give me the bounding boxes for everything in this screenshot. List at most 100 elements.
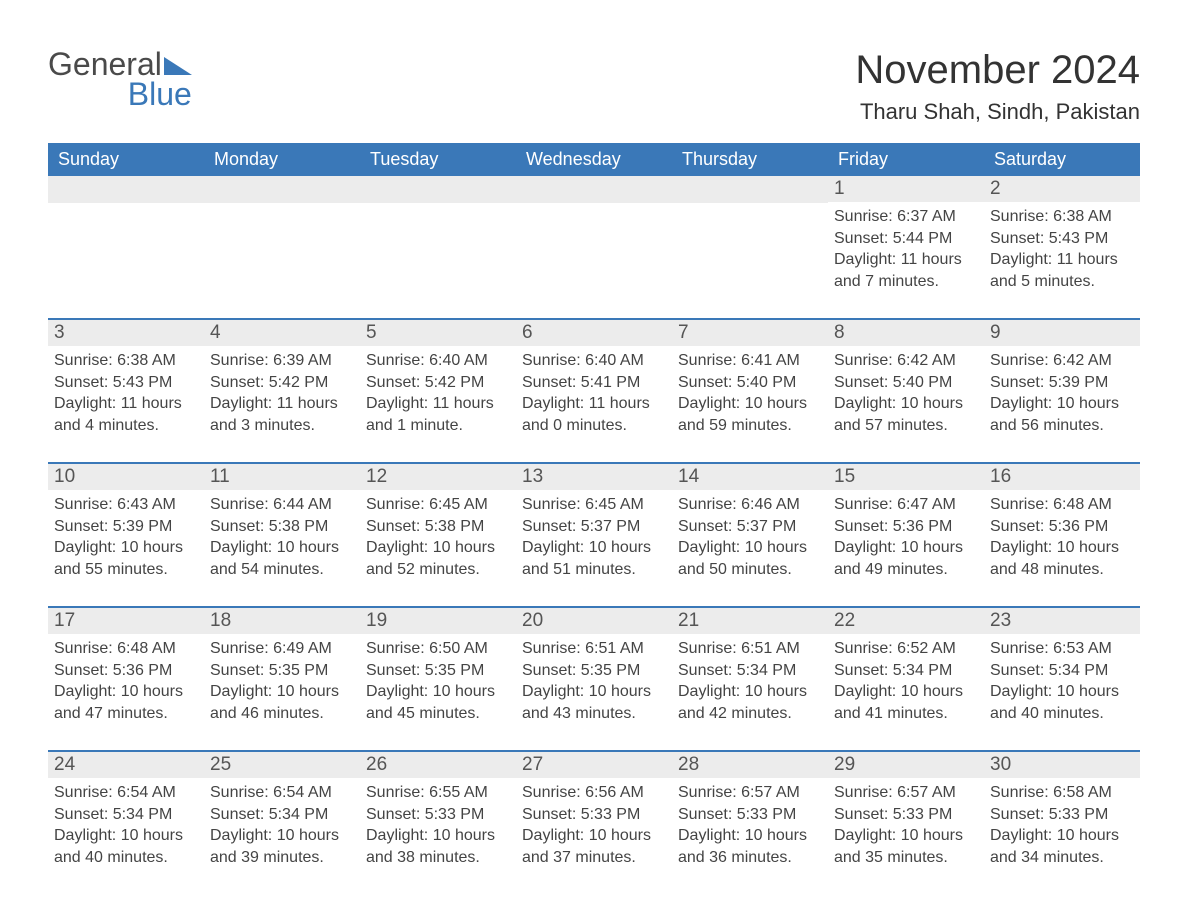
daylight-text: Daylight: 10 hours and 38 minutes. — [366, 825, 510, 868]
daylight-text: Daylight: 10 hours and 41 minutes. — [834, 681, 978, 724]
sunset-text: Sunset: 5:36 PM — [834, 516, 978, 538]
dow-header: Friday — [828, 143, 984, 176]
sunrise-text: Sunrise: 6:56 AM — [522, 782, 666, 804]
sunset-text: Sunset: 5:37 PM — [678, 516, 822, 538]
calendar-cell: 6 Sunrise: 6:40 AMSunset: 5:41 PMDaylight… — [516, 320, 672, 440]
sunset-text: Sunset: 5:34 PM — [54, 804, 198, 826]
calendar-cell: 19Sunrise: 6:50 AMSunset: 5:35 PMDayligh… — [360, 608, 516, 728]
calendar-cell: 23Sunrise: 6:53 AMSunset: 5:34 PMDayligh… — [984, 608, 1140, 728]
sunset-text: Sunset: 5:33 PM — [366, 804, 510, 826]
sunrise-text: Sunrise: 6:40 AM — [366, 350, 510, 372]
dow-header: Thursday — [672, 143, 828, 176]
daylight-text: Daylight: 10 hours and 45 minutes. — [366, 681, 510, 724]
title-block: November 2024 Tharu Shah, Sindh, Pakista… — [855, 48, 1140, 125]
day-number: 19 — [360, 608, 516, 634]
daylight-text: Daylight: 10 hours and 37 minutes. — [522, 825, 666, 868]
daylight-text: Daylight: 11 hours and 1 minute. — [366, 393, 510, 436]
sunset-text: Sunset: 5:34 PM — [834, 660, 978, 682]
day-number: 6 — [516, 320, 672, 346]
sunset-text: Sunset: 5:33 PM — [678, 804, 822, 826]
sunset-text: Sunset: 5:43 PM — [54, 372, 198, 394]
sunrise-text: Sunrise: 6:38 AM — [990, 206, 1134, 228]
day-info: Sunrise: 6:56 AMSunset: 5:33 PMDaylight:… — [522, 782, 666, 868]
calendar-cell: 5Sunrise: 6:40 AMSunset: 5:42 PMDaylight… — [360, 320, 516, 440]
daylight-text: Daylight: 10 hours and 46 minutes. — [210, 681, 354, 724]
day-number: 10 — [48, 464, 204, 490]
daylight-text: Daylight: 10 hours and 48 minutes. — [990, 537, 1134, 580]
page-header: General Blue November 2024 Tharu Shah, S… — [48, 48, 1140, 125]
dow-header: Wednesday — [516, 143, 672, 176]
calendar-cell: 25Sunrise: 6:54 AMSunset: 5:34 PMDayligh… — [204, 752, 360, 872]
day-number: 8 — [828, 320, 984, 346]
brand-logo: General Blue — [48, 48, 192, 110]
daylight-text: Daylight: 10 hours and 59 minutes. — [678, 393, 822, 436]
calendar-cell: 21Sunrise: 6:51 AMSunset: 5:34 PMDayligh… — [672, 608, 828, 728]
daylight-text: Daylight: 10 hours and 57 minutes. — [834, 393, 978, 436]
day-number — [516, 176, 672, 203]
day-info: Sunrise: 6:37 AMSunset: 5:44 PMDaylight:… — [834, 206, 978, 292]
sunset-text: Sunset: 5:41 PM — [522, 372, 666, 394]
calendar-cell: 1Sunrise: 6:37 AMSunset: 5:44 PMDaylight… — [828, 176, 984, 296]
sunset-text: Sunset: 5:42 PM — [366, 372, 510, 394]
day-number: 27 — [516, 752, 672, 778]
sunrise-text: Sunrise: 6:45 AM — [366, 494, 510, 516]
calendar-cell: 29Sunrise: 6:57 AMSunset: 5:33 PMDayligh… — [828, 752, 984, 872]
day-number: 7 — [672, 320, 828, 346]
day-number: 21 — [672, 608, 828, 634]
sunrise-text: Sunrise: 6:43 AM — [54, 494, 198, 516]
day-number: 15 — [828, 464, 984, 490]
sunrise-text: Sunrise: 6:40 AM — [522, 350, 666, 372]
calendar-cell: 16Sunrise: 6:48 AMSunset: 5:36 PMDayligh… — [984, 464, 1140, 584]
sunrise-text: Sunrise: 6:39 AM — [210, 350, 354, 372]
calendar-cell: 15 Sunrise: 6:47 AMSunset: 5:36 PMDayligh… — [828, 464, 984, 584]
sunset-text: Sunset: 5:36 PM — [54, 660, 198, 682]
sunset-text: Sunset: 5:37 PM — [522, 516, 666, 538]
day-info: Sunrise: 6:55 AMSunset: 5:33 PMDaylight:… — [366, 782, 510, 868]
sunrise-text: Sunrise: 6:51 AM — [678, 638, 822, 660]
day-info: Sunrise: 6:49 AMSunset: 5:35 PMDaylight:… — [210, 638, 354, 724]
day-info: Sunrise: 6:47 AMSunset: 5:36 PMDaylight:… — [834, 494, 978, 580]
day-info: Sunrise: 6:46 AMSunset: 5:37 PMDaylight:… — [678, 494, 822, 580]
sunrise-text: Sunrise: 6:48 AM — [54, 638, 198, 660]
sunrise-text: Sunrise: 6:45 AM — [522, 494, 666, 516]
daylight-text: Daylight: 10 hours and 52 minutes. — [366, 537, 510, 580]
calendar-cell: 20Sunrise: 6:51 AMSunset: 5:35 PMDayligh… — [516, 608, 672, 728]
day-info: Sunrise: 6:41 AMSunset: 5:40 PMDaylight:… — [678, 350, 822, 436]
calendar-cell: 22Sunrise: 6:52 AMSunset: 5:34 PMDayligh… — [828, 608, 984, 728]
day-info: Sunrise: 6:38 AMSunset: 5:43 PMDaylight:… — [54, 350, 198, 436]
dow-header: Monday — [204, 143, 360, 176]
calendar-cell: 14Sunrise: 6:46 AMSunset: 5:37 PMDayligh… — [672, 464, 828, 584]
sunset-text: Sunset: 5:43 PM — [990, 228, 1134, 250]
day-info: Sunrise: 6:52 AMSunset: 5:34 PMDaylight:… — [834, 638, 978, 724]
daylight-text: Daylight: 11 hours and 0 minutes. — [522, 393, 666, 436]
calendar-cell — [48, 176, 204, 296]
calendar-cell: 4Sunrise: 6:39 AMSunset: 5:42 PMDaylight… — [204, 320, 360, 440]
calendar-cell: 12Sunrise: 6:45 AMSunset: 5:38 PMDayligh… — [360, 464, 516, 584]
day-info: Sunrise: 6:42 AMSunset: 5:40 PMDaylight:… — [834, 350, 978, 436]
day-info: Sunrise: 6:51 AMSunset: 5:35 PMDaylight:… — [522, 638, 666, 724]
day-number: 28 — [672, 752, 828, 778]
daylight-text: Daylight: 10 hours and 54 minutes. — [210, 537, 354, 580]
sunset-text: Sunset: 5:36 PM — [990, 516, 1134, 538]
calendar-cell: 24Sunrise: 6:54 AMSunset: 5:34 PMDayligh… — [48, 752, 204, 872]
calendar-cell — [360, 176, 516, 296]
day-number: 24 — [48, 752, 204, 778]
day-number — [672, 176, 828, 203]
calendar-cell: 9Sunrise: 6:42 AMSunset: 5:39 PMDaylight… — [984, 320, 1140, 440]
day-number: 16 — [984, 464, 1140, 490]
sunrise-text: Sunrise: 6:41 AM — [678, 350, 822, 372]
sunrise-text: Sunrise: 6:52 AM — [834, 638, 978, 660]
daylight-text: Daylight: 11 hours and 5 minutes. — [990, 249, 1134, 292]
daylight-text: Daylight: 10 hours and 36 minutes. — [678, 825, 822, 868]
calendar-cell: 18Sunrise: 6:49 AMSunset: 5:35 PMDayligh… — [204, 608, 360, 728]
daylight-text: Daylight: 10 hours and 51 minutes. — [522, 537, 666, 580]
calendar-cell — [672, 176, 828, 296]
sunset-text: Sunset: 5:34 PM — [990, 660, 1134, 682]
sunrise-text: Sunrise: 6:54 AM — [210, 782, 354, 804]
day-number — [48, 176, 204, 203]
sunset-text: Sunset: 5:35 PM — [522, 660, 666, 682]
sunset-text: Sunset: 5:35 PM — [366, 660, 510, 682]
sunset-text: Sunset: 5:34 PM — [678, 660, 822, 682]
daylight-text: Daylight: 11 hours and 4 minutes. — [54, 393, 198, 436]
sunrise-text: Sunrise: 6:54 AM — [54, 782, 198, 804]
